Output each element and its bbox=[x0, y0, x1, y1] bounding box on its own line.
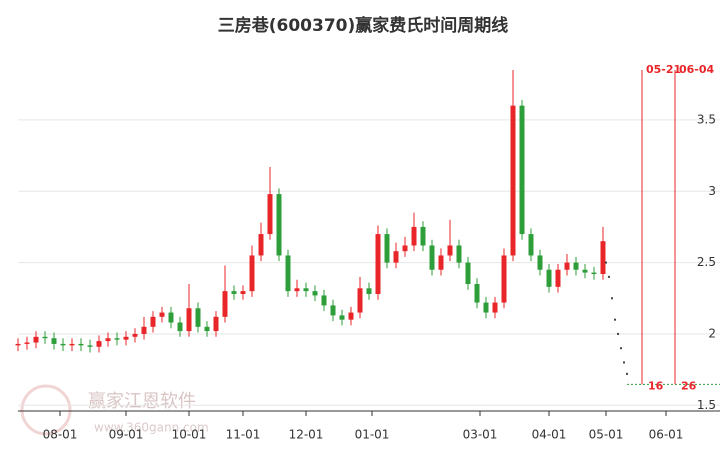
chart-title: 三房巷(600370)赢家费氏时间周期线 bbox=[218, 15, 509, 36]
candle-body bbox=[123, 336, 129, 340]
candle-body bbox=[204, 326, 210, 332]
projection-dot bbox=[611, 297, 613, 300]
candle-body bbox=[168, 312, 174, 323]
y-tick-label: 2.5 bbox=[697, 255, 716, 269]
candle-body bbox=[195, 308, 201, 327]
candle-body bbox=[141, 326, 147, 334]
candle-body bbox=[96, 341, 102, 347]
y-tick-label: 2 bbox=[708, 326, 716, 340]
candle-body bbox=[375, 234, 381, 294]
candle-body bbox=[60, 343, 66, 346]
x-tick-label: 06-01 bbox=[649, 428, 684, 442]
candle-body bbox=[222, 291, 228, 317]
candle-body bbox=[42, 336, 48, 339]
cycle-label: 05-21 bbox=[646, 63, 681, 76]
candle-body bbox=[267, 194, 273, 235]
candle-body bbox=[474, 284, 480, 303]
candle-body bbox=[312, 291, 318, 296]
candle-body bbox=[348, 312, 354, 320]
candle-body bbox=[546, 269, 552, 287]
candle-body bbox=[600, 241, 606, 275]
candle-body bbox=[114, 338, 120, 340]
projection-dot bbox=[608, 275, 610, 278]
candle-body bbox=[366, 288, 372, 294]
cycle-days: 16 bbox=[648, 379, 664, 392]
watermark-url: www.360gann.com bbox=[94, 421, 209, 435]
x-tick-label: 01-01 bbox=[355, 428, 390, 442]
candle-body bbox=[132, 333, 138, 337]
x-tick-label: 09-01 bbox=[109, 428, 144, 442]
candle-body bbox=[69, 343, 75, 346]
x-tick-label: 08-01 bbox=[43, 428, 78, 442]
candle-body bbox=[258, 234, 264, 256]
candle-body bbox=[492, 302, 498, 313]
projection-dot bbox=[617, 332, 619, 335]
candle-body bbox=[249, 255, 255, 292]
candle-body bbox=[213, 316, 219, 332]
candle-body bbox=[501, 255, 507, 303]
x-tick-label: 03-01 bbox=[463, 428, 498, 442]
candle-body bbox=[78, 343, 84, 346]
candle-body bbox=[240, 291, 246, 294]
projection-dot bbox=[605, 261, 607, 264]
candle-body bbox=[456, 245, 462, 263]
candle-body bbox=[51, 338, 57, 344]
candle-body bbox=[528, 234, 534, 256]
candle-body bbox=[357, 288, 363, 313]
candle-body bbox=[231, 291, 237, 294]
cycle-label: 06-04 bbox=[679, 63, 715, 76]
candle-body bbox=[582, 269, 588, 273]
candle-body bbox=[177, 322, 183, 332]
candle-body bbox=[420, 226, 426, 246]
candle-body bbox=[330, 305, 336, 316]
x-tick-label: 10-01 bbox=[172, 428, 207, 442]
candle-body bbox=[321, 295, 327, 306]
candle-body bbox=[276, 194, 282, 256]
candle-body bbox=[591, 272, 597, 275]
candle-body bbox=[510, 105, 516, 256]
candle-body bbox=[564, 262, 570, 270]
watermark-name: 赢家江恩软件 bbox=[88, 390, 196, 412]
candle-body bbox=[285, 255, 291, 292]
candle-body bbox=[384, 234, 390, 263]
y-tick-label: 3 bbox=[708, 184, 716, 198]
candle-body bbox=[573, 262, 579, 270]
candle-body bbox=[24, 342, 30, 344]
candle-body bbox=[150, 316, 156, 327]
candle-body bbox=[33, 336, 39, 343]
candle-body bbox=[15, 343, 21, 346]
candle-body bbox=[294, 288, 300, 292]
projection-dot bbox=[620, 347, 622, 350]
candle-body bbox=[87, 345, 93, 347]
x-tick-label: 12-01 bbox=[289, 428, 324, 442]
candle-body bbox=[105, 338, 111, 342]
candle-body bbox=[438, 255, 444, 270]
candle-body bbox=[483, 302, 489, 313]
projection-dot bbox=[626, 372, 628, 375]
candle-body bbox=[339, 315, 345, 320]
candle-body bbox=[411, 226, 417, 246]
y-tick-label: 1.5 bbox=[697, 398, 716, 412]
projection-dot bbox=[623, 361, 625, 364]
x-tick-label: 05-01 bbox=[589, 428, 624, 442]
candle-body bbox=[447, 245, 453, 256]
candle-body bbox=[159, 312, 165, 317]
x-tick-label: 11-01 bbox=[226, 428, 261, 442]
cycle-days: 26 bbox=[681, 379, 697, 392]
candle-body bbox=[519, 105, 525, 235]
x-tick-label: 04-01 bbox=[532, 428, 567, 442]
projection-dot bbox=[614, 318, 616, 321]
candle-body bbox=[429, 245, 435, 270]
candle-body bbox=[465, 262, 471, 285]
candle-body bbox=[555, 269, 561, 287]
candle-body bbox=[393, 251, 399, 263]
candle-body bbox=[186, 308, 192, 332]
y-tick-label: 3.5 bbox=[697, 112, 716, 126]
candle-body bbox=[402, 245, 408, 252]
candle-body bbox=[537, 255, 543, 270]
candle-body bbox=[303, 288, 309, 292]
watermark-logo bbox=[20, 384, 72, 436]
